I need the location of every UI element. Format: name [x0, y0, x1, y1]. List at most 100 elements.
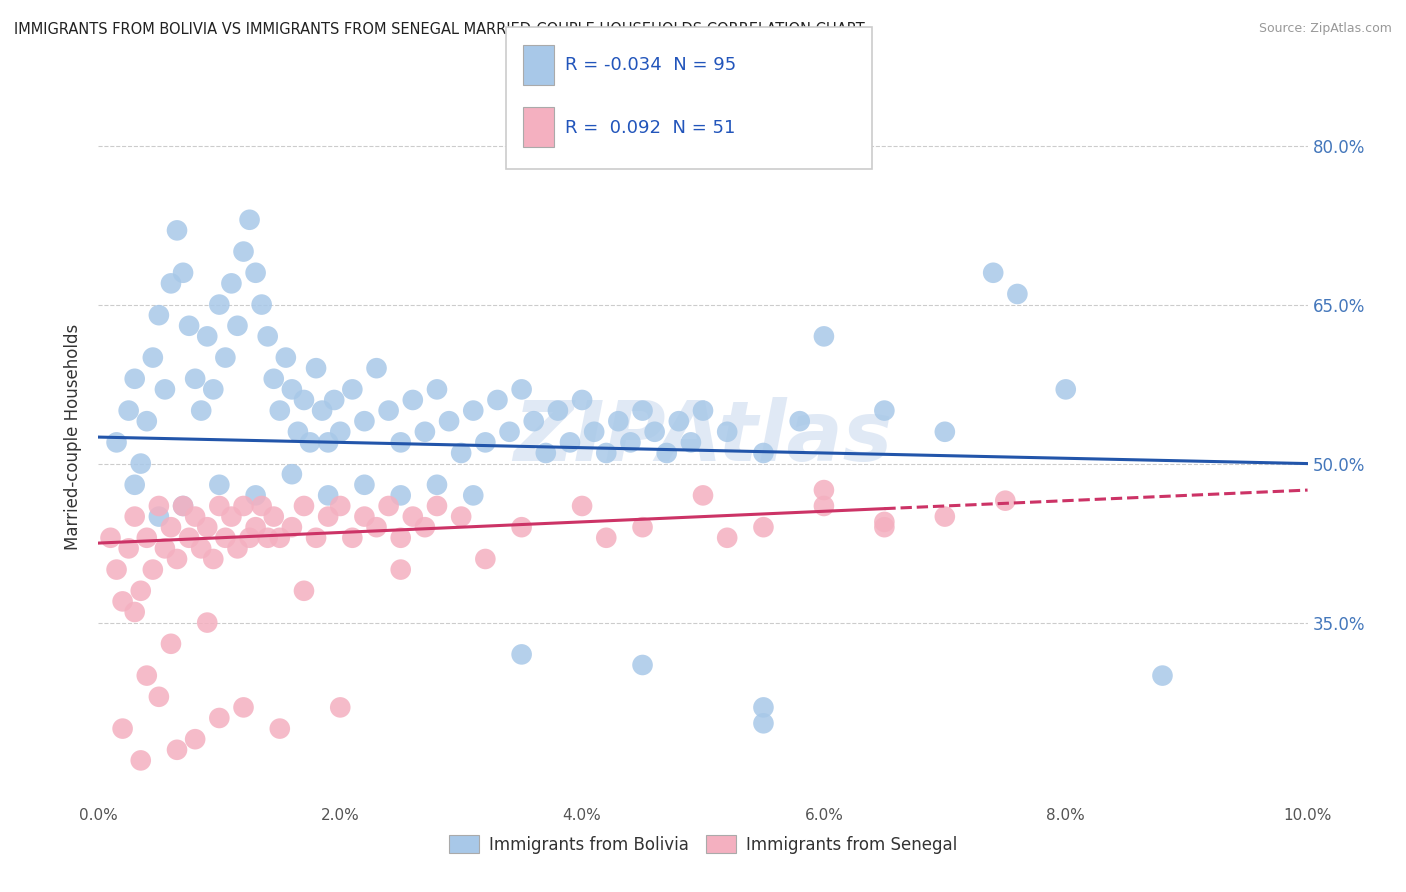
Point [311, 403, 333, 417]
Point [160, 520, 183, 534]
Point [256, 329, 278, 343]
Point [510, 520, 533, 534]
Point [129, 583, 152, 598]
Point [426, 477, 449, 491]
Point [342, 531, 364, 545]
Point [129, 753, 152, 767]
Point [172, 499, 194, 513]
Point [214, 351, 236, 365]
Point [232, 700, 254, 714]
Point [256, 531, 278, 545]
Point [413, 425, 436, 439]
Point [190, 403, 212, 417]
Point [498, 425, 520, 439]
Point [595, 531, 617, 545]
Point [873, 515, 896, 529]
Point [226, 541, 249, 556]
Point [323, 392, 346, 407]
Point [329, 425, 352, 439]
Point [316, 435, 339, 450]
Point [413, 520, 436, 534]
Point [752, 520, 775, 534]
Point [208, 711, 231, 725]
Point [111, 594, 134, 608]
Point [523, 414, 546, 428]
Point [558, 435, 581, 450]
Point [934, 425, 956, 439]
Point [142, 351, 165, 365]
Point [631, 520, 654, 534]
Point [450, 446, 472, 460]
Point [377, 499, 399, 513]
Text: Source: ZipAtlas.com: Source: ZipAtlas.com [1258, 22, 1392, 36]
Point [547, 403, 569, 417]
Point [644, 425, 666, 439]
Point [179, 531, 201, 545]
Point [353, 477, 375, 491]
Point [463, 488, 485, 502]
Point [873, 403, 896, 417]
Point [571, 392, 593, 407]
Point [148, 499, 170, 513]
Point [789, 414, 811, 428]
Point [135, 414, 157, 428]
Point [263, 372, 285, 386]
Point [202, 552, 225, 566]
Point [172, 266, 194, 280]
Point [184, 509, 207, 524]
Point [510, 383, 533, 397]
Point [281, 520, 304, 534]
Point [1007, 287, 1029, 301]
Point [245, 488, 267, 502]
Point [534, 446, 557, 460]
Point [426, 383, 449, 397]
Point [166, 552, 188, 566]
Point [148, 509, 170, 524]
Point [595, 446, 617, 460]
Point [571, 499, 593, 513]
Legend: Immigrants from Bolivia, Immigrants from Senegal: Immigrants from Bolivia, Immigrants from… [443, 829, 963, 860]
Point [631, 658, 654, 673]
Point [353, 509, 375, 524]
Point [463, 403, 485, 417]
Point [221, 509, 243, 524]
Point [389, 531, 412, 545]
Point [450, 509, 472, 524]
Point [166, 223, 188, 237]
Point [873, 520, 896, 534]
Point [202, 383, 225, 397]
Point [148, 308, 170, 322]
Point [269, 403, 291, 417]
Point [100, 531, 122, 545]
Point [111, 722, 134, 736]
Point [269, 531, 291, 545]
Text: R = -0.034  N = 95: R = -0.034 N = 95 [565, 56, 737, 74]
Point [752, 716, 775, 731]
Point [752, 700, 775, 714]
Point [353, 414, 375, 428]
Point [655, 446, 678, 460]
Point [245, 520, 267, 534]
Point [153, 541, 176, 556]
Point [316, 509, 339, 524]
Point [195, 520, 218, 534]
Point [305, 531, 328, 545]
Point [166, 743, 188, 757]
Point [607, 414, 630, 428]
Point [179, 318, 201, 333]
Point [214, 531, 236, 545]
Point [981, 266, 1004, 280]
Point [190, 541, 212, 556]
Text: ZIPAtlas: ZIPAtlas [513, 397, 893, 477]
Point [316, 488, 339, 502]
Point [124, 509, 146, 524]
Point [486, 392, 509, 407]
Point [366, 520, 388, 534]
Point [305, 361, 328, 376]
Point [142, 563, 165, 577]
Point [510, 648, 533, 662]
Point [105, 435, 128, 450]
Point [245, 266, 267, 280]
Point [292, 392, 315, 407]
Point [208, 297, 231, 311]
